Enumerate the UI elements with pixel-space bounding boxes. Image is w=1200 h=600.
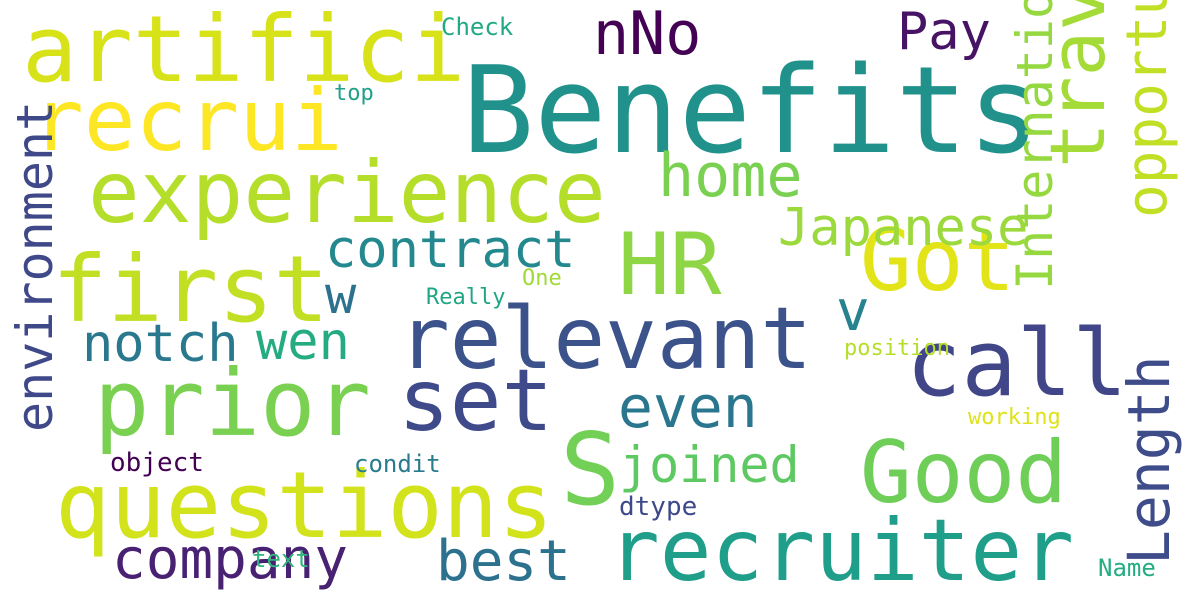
word-pay: nNo xyxy=(593,0,702,69)
word-set: set xyxy=(398,351,554,451)
word-text: position xyxy=(844,336,950,361)
word-company: joined xyxy=(619,436,800,494)
word-prior: prior xyxy=(94,350,371,457)
word-object: top xyxy=(334,81,374,106)
word-notch: v xyxy=(836,279,870,344)
word-japanese: contract xyxy=(325,220,576,280)
word-relevant: relevant xyxy=(398,289,813,389)
word-international: dtype xyxy=(619,492,698,522)
word-recrui: recrui xyxy=(32,71,343,171)
word-s: S xyxy=(560,411,621,528)
word-position: Length xyxy=(1115,355,1183,565)
word-home: Pay xyxy=(897,2,991,62)
word-contract: home xyxy=(658,141,803,211)
word-working: Check xyxy=(441,13,514,41)
word-w: Japanese xyxy=(778,198,1029,258)
word-call: call xyxy=(906,310,1128,417)
word-opportunity: text xyxy=(252,545,310,573)
word-wen: notch xyxy=(82,314,239,374)
word-recruiter: recruiter xyxy=(608,501,1074,600)
word-condit: One xyxy=(522,266,562,291)
word-really: opportunity xyxy=(1115,0,1180,218)
word-artifici: artifici xyxy=(22,0,466,103)
word-hr: HR xyxy=(618,215,722,315)
word-environment: condit xyxy=(354,450,441,478)
word-top: environment xyxy=(6,100,64,432)
word-benefits: Benefits xyxy=(462,42,1040,181)
word-dtype: Really xyxy=(426,285,506,310)
word-questions: questions xyxy=(55,452,554,559)
word-experience: experience xyxy=(88,143,606,243)
word-joined: even xyxy=(618,373,758,441)
word-check: best xyxy=(436,529,571,594)
word-got: Got xyxy=(860,211,1016,311)
word-good: Good xyxy=(860,423,1068,523)
word-even: wen xyxy=(256,312,350,372)
word-name: working xyxy=(968,405,1061,430)
word-first: first xyxy=(52,236,329,343)
word-length: Name xyxy=(1098,554,1156,582)
word-best: company xyxy=(112,527,349,592)
word-v: w xyxy=(325,266,357,326)
word-travel: object xyxy=(110,448,204,478)
word-one: International xyxy=(1006,0,1064,290)
